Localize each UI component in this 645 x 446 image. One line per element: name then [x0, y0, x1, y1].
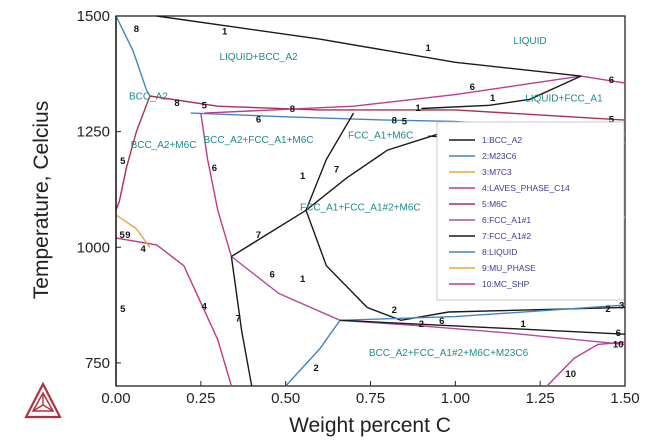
region-label: LIQUID+FCC_A1 — [525, 94, 603, 105]
x-tick-label: 0.00 — [101, 390, 130, 407]
region-label: FCC_A1+M6C — [348, 131, 413, 142]
line-number-label: 8 — [174, 98, 179, 109]
line-number-label: 1 — [521, 319, 527, 330]
phase-boundary-mc-19 — [546, 341, 626, 387]
legend-label-laves: 4:LAVES_PHASE_C14 — [482, 183, 570, 193]
legend-box — [436, 121, 625, 301]
region-label: LIQUID+BCC_A2 — [219, 52, 298, 63]
line-number-label: 1 — [300, 171, 306, 182]
region-label: BCC_A2 — [129, 91, 168, 102]
x-tick-label: 0.25 — [186, 390, 215, 407]
line-number-label: 1 — [222, 27, 228, 38]
region-label: BCC_A2+FCC_A1#2+M6C+M23C6 — [369, 348, 529, 359]
region-label: FCC_A1+FCC_A1#2+M6C — [300, 202, 421, 213]
legend-label-m7c3: 3:M7C3 — [482, 167, 512, 177]
phase-boundary-mu-20 — [115, 214, 151, 248]
line-number-label: 10 — [613, 340, 624, 351]
legend-label-mc: 10:MC_SHP — [482, 279, 530, 289]
line-number-label: 8 — [290, 104, 295, 115]
line-number-label: 5 — [202, 101, 208, 112]
thermo-logo-icon — [24, 381, 62, 419]
line-number-label: 6 — [269, 269, 274, 280]
legend: 1:BCC_A2 2:M23C6 3:M7C3 4:LAVES_PHASE_C14 5:… — [436, 121, 625, 301]
line-number-label: 2 — [605, 304, 610, 315]
phase-boundary-bcc-4 — [156, 15, 581, 77]
line-number-label: 7 — [334, 164, 339, 175]
phase-boundary-laves-2 — [204, 75, 626, 114]
line-number-label: 4 — [140, 244, 146, 255]
line-number-label: 6 — [439, 316, 444, 327]
x-ticks: 0.00 0.25 0.50 0.75 1.00 1.25 1.50 — [101, 381, 640, 407]
line-number-label: 6 — [256, 114, 261, 125]
x-tick-label: 1.00 — [441, 390, 470, 407]
line-number-label: 1 — [300, 274, 306, 285]
y-tick-label: 1000 — [77, 239, 110, 256]
line-number-label: 5 — [120, 304, 126, 315]
line-number-label: 3 — [619, 300, 624, 311]
line-number-label: 9 — [125, 230, 130, 241]
x-tick-label: 1.25 — [526, 390, 555, 407]
legend-items: 1:BCC_A2 2:M23C6 3:M7C3 4:LAVES_PHASE_C14 5:… — [449, 135, 570, 289]
line-number-label: 5 — [120, 156, 126, 167]
x-tick-label: 1.50 — [610, 390, 639, 407]
line-number-label: 5 — [119, 230, 125, 241]
x-tick-label: 0.75 — [356, 390, 385, 407]
phase-boundary-bcc-5 — [421, 75, 582, 110]
legend-label-fcc1: 6:FCC_A1#1 — [482, 215, 531, 225]
y-tick-label: 750 — [85, 355, 110, 372]
phase-boundary-fcc1-13 — [230, 255, 626, 346]
region-label: LIQUID — [513, 36, 546, 47]
line-number-label: 6 — [212, 163, 217, 174]
line-number-label: 2 — [419, 319, 424, 330]
y-ticks: 750 1000 1250 1500 — [77, 8, 121, 372]
phase-boundary-laves-9 — [200, 112, 233, 257]
x-axis-title: Weight percent C — [289, 414, 451, 437]
line-number-label: 2 — [392, 305, 397, 316]
phase-boundary-fcc2-11 — [305, 133, 439, 211]
line-number-label: 7 — [256, 230, 261, 241]
line-number-label: 6 — [470, 82, 475, 93]
line-number-label: 7 — [236, 313, 241, 324]
phase-boundary-m23c6-16 — [285, 319, 341, 387]
legend-label-fcc2: 7:FCC_A1#2 — [482, 231, 531, 241]
y-tick-label: 1250 — [77, 124, 110, 141]
region-label-layer: LIQUID LIQUID+BCC_A2 BCC_A2 LIQUID+FCC_A1 BC… — [129, 36, 603, 359]
legend-label-mu: 9:MU_PHASE — [482, 263, 536, 273]
line-number-label: 5 — [609, 114, 615, 125]
legend-label-liquid: 8:LIQUID — [482, 247, 517, 257]
phase-boundary-fcc2-14 — [230, 256, 253, 387]
phase-boundary-m23c6-17 — [339, 304, 626, 321]
phase-boundary-m6c-1 — [149, 95, 626, 121]
legend-label-bcc: 1:BCC_A2 — [482, 135, 522, 145]
line-number-label: 5 — [402, 117, 408, 128]
phase-boundary-m6c-8 — [115, 95, 151, 211]
line-number-label: 6 — [609, 75, 614, 86]
line-number-label: 1 — [490, 93, 496, 104]
region-label: BCC_A2+FCC_A1+M6C — [203, 135, 313, 146]
line-number-label: 10 — [565, 369, 576, 380]
region-label: BCC_A2+M6C — [131, 140, 197, 151]
line-number-label: 8 — [134, 24, 139, 35]
x-tick-label: 0.50 — [271, 390, 300, 407]
line-number-label: 1 — [426, 43, 432, 54]
phase-boundary-laves-15 — [115, 237, 233, 387]
line-number-label: 2 — [314, 363, 319, 374]
line-number-label: 4 — [202, 302, 208, 313]
phase-boundary-fcc2-12 — [305, 210, 626, 322]
line-number-label: 8 — [392, 115, 397, 126]
y-tick-label: 1500 — [77, 8, 110, 25]
legend-label-m23c6: 2:M23C6 — [482, 151, 517, 161]
legend-label-m6c: 5:M6C — [482, 199, 507, 209]
phase-boundary-bcc-18 — [339, 319, 626, 335]
y-axis-title: Temperature, Celcius — [30, 101, 53, 299]
line-number-label: 6 — [616, 328, 621, 339]
line-number-label: 1 — [415, 103, 421, 114]
phase-boundary-liquid-0 — [115, 15, 151, 97]
